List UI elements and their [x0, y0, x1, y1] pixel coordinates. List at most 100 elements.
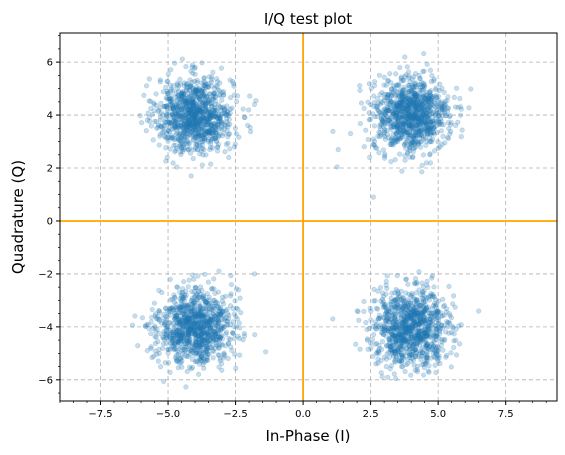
- scatter-point: [384, 107, 389, 112]
- scatter-point: [430, 274, 435, 279]
- scatter-point: [171, 321, 176, 326]
- scatter-point: [172, 137, 177, 142]
- x-tick-label: 7.5: [498, 409, 514, 420]
- scatter-point: [206, 280, 211, 285]
- scatter-point: [432, 104, 437, 109]
- scatter-point: [369, 86, 374, 91]
- scatter-point: [414, 102, 419, 107]
- scatter-point: [424, 334, 429, 339]
- scatter-point: [191, 323, 196, 328]
- scatter-point: [390, 142, 395, 147]
- scatter-point: [233, 126, 238, 131]
- scatter-point: [449, 351, 454, 356]
- scatter-point: [154, 352, 159, 357]
- scatter-point: [263, 349, 268, 354]
- scatter-point: [368, 306, 373, 311]
- scatter-point: [205, 346, 210, 351]
- scatter-point: [366, 137, 371, 142]
- scatter-point: [213, 99, 218, 104]
- scatter-point: [227, 147, 232, 152]
- scatter-point: [410, 343, 415, 348]
- scatter-point: [152, 301, 157, 306]
- scatter-point: [171, 126, 176, 131]
- scatter-point: [459, 322, 464, 327]
- scatter-point: [433, 95, 438, 100]
- scatter-point: [181, 279, 186, 284]
- scatter-point: [387, 309, 392, 314]
- scatter-point: [429, 342, 434, 347]
- scatter-point: [145, 118, 150, 123]
- scatter-point: [390, 348, 395, 353]
- scatter-point: [164, 131, 169, 136]
- scatter-point: [370, 337, 375, 342]
- scatter-point: [362, 106, 367, 111]
- scatter-point: [224, 330, 229, 335]
- axis-ticks: −7.5 −5.0 −2.5 0.0 2.5 5.0 7.5−6−4−20246: [38, 36, 546, 420]
- scatter-point: [366, 100, 371, 105]
- scatter-point: [371, 94, 376, 99]
- scatter-point: [467, 106, 472, 111]
- scatter-point: [458, 104, 463, 109]
- scatter-point: [252, 102, 257, 107]
- scatter-point: [378, 92, 383, 97]
- scatter-point: [376, 101, 381, 106]
- scatter-point: [389, 159, 394, 164]
- scatter-point: [437, 82, 442, 87]
- scatter-point: [382, 130, 387, 135]
- scatter-point: [198, 285, 203, 290]
- scatter-point: [400, 105, 405, 110]
- scatter-point: [418, 303, 423, 308]
- scatter-point: [384, 292, 389, 297]
- scatter-point: [175, 285, 180, 290]
- y-axis-label: Quadrature (Q): [9, 160, 27, 274]
- scatter-point: [163, 120, 168, 125]
- scatter-point: [220, 310, 225, 315]
- scatter-point: [359, 101, 364, 106]
- scatter-point: [225, 312, 230, 317]
- scatter-point: [377, 124, 382, 129]
- scatter-point: [139, 120, 144, 125]
- scatter-point: [364, 320, 369, 325]
- scatter-point: [130, 323, 135, 328]
- scatter-point: [417, 73, 422, 78]
- scatter-point: [150, 307, 155, 312]
- scatter-point: [166, 135, 171, 140]
- scatter-point: [187, 320, 192, 325]
- scatter-point: [371, 112, 376, 117]
- scatter-point: [186, 139, 191, 144]
- scatter-point: [393, 376, 398, 381]
- scatter-point: [403, 158, 408, 163]
- scatter-point: [156, 359, 161, 364]
- scatter-point: [200, 320, 205, 325]
- scatter-point: [158, 118, 163, 123]
- scatter-point: [395, 273, 400, 278]
- scatter-point: [173, 149, 178, 154]
- scatter-point: [200, 61, 205, 66]
- scatter-point: [189, 69, 194, 74]
- scatter-point: [458, 113, 463, 118]
- scatter-point: [219, 120, 224, 125]
- scatter-point: [392, 372, 397, 377]
- scatter-point: [411, 304, 416, 309]
- scatter-point: [449, 365, 454, 370]
- scatter-point: [226, 141, 231, 146]
- scatter-point: [382, 324, 387, 329]
- scatter-point: [385, 274, 390, 279]
- scatter-point: [166, 360, 171, 365]
- scatter-point: [169, 112, 174, 117]
- scatter-point: [196, 105, 201, 110]
- scatter-point: [194, 358, 199, 363]
- y-tick-label: 4: [47, 111, 53, 122]
- scatter-point: [331, 129, 336, 134]
- scatter-point: [377, 73, 382, 78]
- scatter-point: [148, 331, 153, 336]
- scatter-point: [394, 93, 399, 98]
- scatter-point: [432, 285, 437, 290]
- scatter-point: [193, 353, 198, 358]
- scatter-point: [175, 165, 180, 170]
- scatter-point: [429, 311, 434, 316]
- scatter-point: [384, 286, 389, 291]
- scatter-point: [192, 277, 197, 282]
- scatter-point: [408, 148, 413, 153]
- scatter-point: [446, 120, 451, 125]
